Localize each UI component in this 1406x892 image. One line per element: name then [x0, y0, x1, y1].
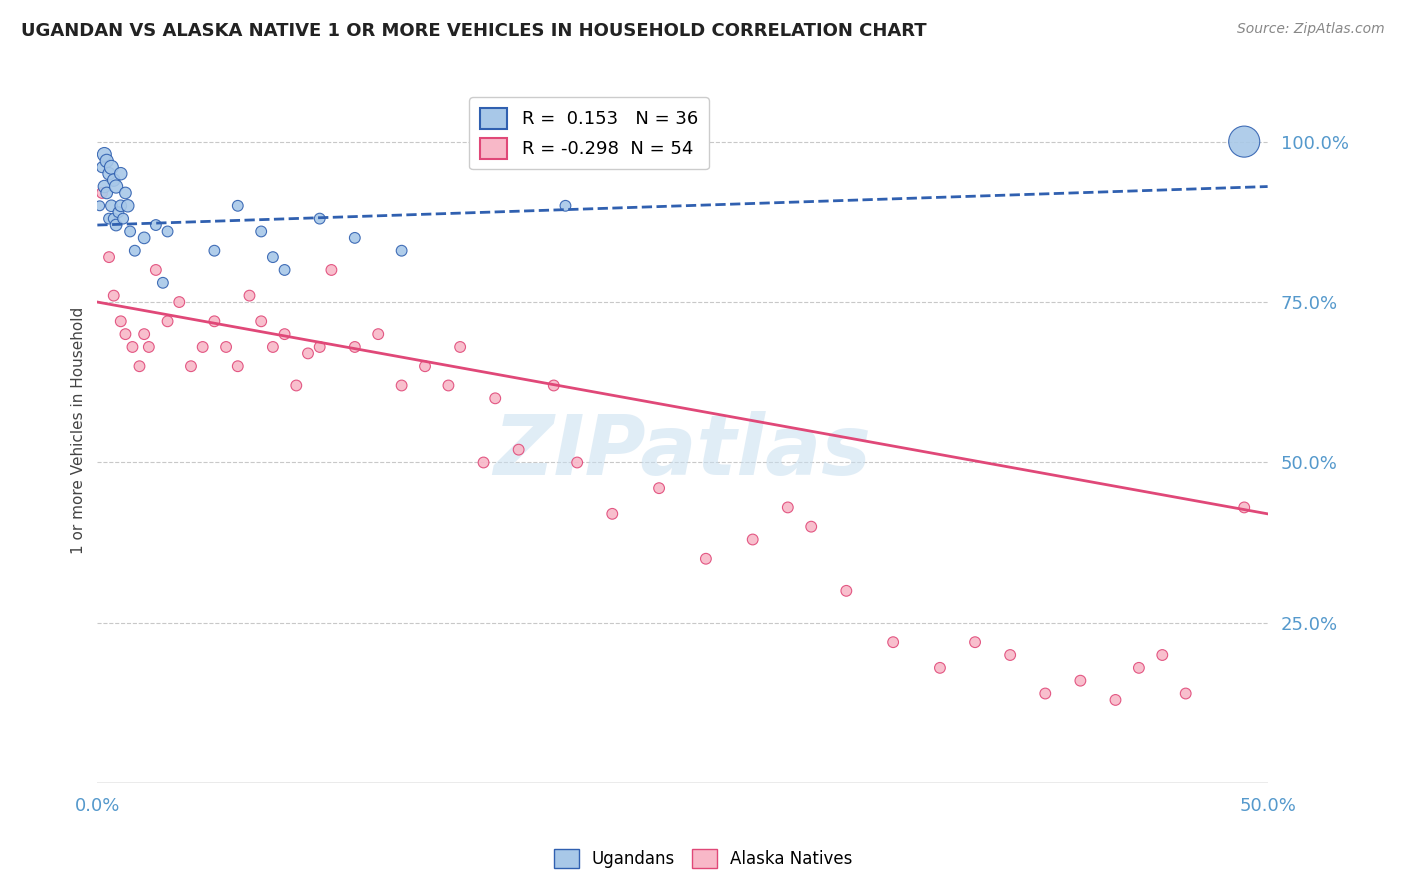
- Point: [91, 161, 114, 175]
- Point: [308, 340, 330, 354]
- Point: [367, 327, 389, 342]
- Point: [1128, 661, 1150, 675]
- Point: [145, 263, 167, 277]
- Point: [100, 199, 122, 213]
- Point: [215, 340, 238, 354]
- Point: [110, 314, 132, 328]
- Point: [1174, 686, 1197, 700]
- Point: [449, 340, 471, 354]
- Point: [1152, 648, 1174, 662]
- Point: [776, 500, 799, 515]
- Point: [308, 211, 330, 226]
- Point: [285, 378, 308, 392]
- Point: [413, 359, 436, 374]
- Point: [114, 186, 136, 200]
- Point: [741, 533, 763, 547]
- Point: [437, 378, 460, 392]
- Point: [121, 340, 143, 354]
- Point: [835, 583, 858, 598]
- Point: [134, 327, 156, 342]
- Point: [93, 147, 115, 161]
- Point: [156, 224, 179, 238]
- Point: [1033, 686, 1056, 700]
- Point: [152, 276, 174, 290]
- Point: [273, 327, 295, 342]
- Point: [262, 340, 284, 354]
- Point: [262, 250, 284, 264]
- Point: [695, 551, 717, 566]
- Point: [114, 327, 136, 342]
- Point: [110, 199, 132, 213]
- Point: [929, 661, 952, 675]
- Point: [138, 340, 160, 354]
- Point: [250, 314, 273, 328]
- Point: [96, 153, 118, 168]
- Point: [145, 218, 167, 232]
- Point: [103, 211, 125, 226]
- Point: [156, 314, 179, 328]
- Point: [963, 635, 986, 649]
- Point: [882, 635, 904, 649]
- Text: ZIPatlas: ZIPatlas: [494, 411, 872, 492]
- Point: [105, 218, 128, 232]
- Point: [1233, 500, 1256, 515]
- Point: [96, 186, 118, 200]
- Point: [800, 519, 823, 533]
- Point: [98, 167, 121, 181]
- Point: [120, 224, 142, 238]
- Point: [202, 314, 225, 328]
- Point: [180, 359, 202, 374]
- Point: [1233, 135, 1256, 149]
- Point: [391, 244, 413, 258]
- Point: [297, 346, 319, 360]
- Point: [554, 199, 576, 213]
- Point: [103, 173, 125, 187]
- Point: [1069, 673, 1091, 688]
- Point: [226, 199, 249, 213]
- Text: Source: ZipAtlas.com: Source: ZipAtlas.com: [1237, 22, 1385, 37]
- Point: [100, 161, 122, 175]
- Point: [648, 481, 671, 495]
- Point: [103, 288, 125, 302]
- Point: [128, 359, 150, 374]
- Point: [1104, 693, 1126, 707]
- Text: UGANDAN VS ALASKA NATIVE 1 OR MORE VEHICLES IN HOUSEHOLD CORRELATION CHART: UGANDAN VS ALASKA NATIVE 1 OR MORE VEHIC…: [21, 22, 927, 40]
- Point: [98, 211, 121, 226]
- Point: [998, 648, 1021, 662]
- Point: [472, 455, 495, 469]
- Point: [134, 231, 156, 245]
- Point: [124, 244, 146, 258]
- Legend: Ugandans, Alaska Natives: Ugandans, Alaska Natives: [547, 842, 859, 875]
- Point: [543, 378, 565, 392]
- Point: [110, 167, 132, 181]
- Point: [91, 186, 114, 200]
- Point: [273, 263, 295, 277]
- Point: [117, 199, 139, 213]
- Point: [107, 205, 129, 219]
- Point: [191, 340, 214, 354]
- Point: [169, 295, 191, 310]
- Point: [226, 359, 249, 374]
- Point: [202, 244, 225, 258]
- Point: [93, 179, 115, 194]
- Point: [98, 250, 121, 264]
- Point: [250, 224, 273, 238]
- Point: [112, 211, 135, 226]
- Point: [105, 179, 128, 194]
- Y-axis label: 1 or more Vehicles in Household: 1 or more Vehicles in Household: [72, 307, 86, 554]
- Point: [343, 231, 366, 245]
- Point: [600, 507, 623, 521]
- Point: [343, 340, 366, 354]
- Point: [508, 442, 530, 457]
- Legend: R =  0.153   N = 36, R = -0.298  N = 54: R = 0.153 N = 36, R = -0.298 N = 54: [470, 97, 709, 169]
- Point: [321, 263, 343, 277]
- Point: [484, 392, 506, 406]
- Point: [238, 288, 260, 302]
- Point: [567, 455, 589, 469]
- Point: [89, 199, 111, 213]
- Point: [391, 378, 413, 392]
